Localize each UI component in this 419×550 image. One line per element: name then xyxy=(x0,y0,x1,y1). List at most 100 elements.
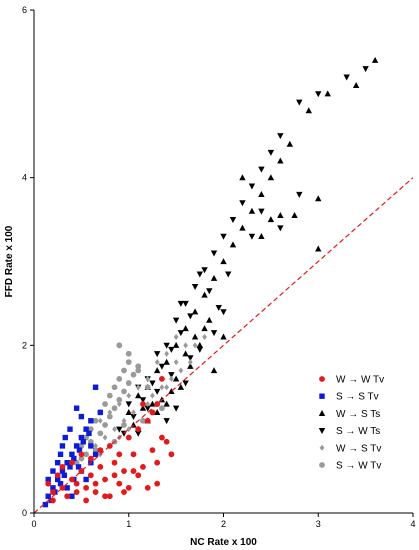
data-point xyxy=(125,359,132,365)
data-point xyxy=(54,476,61,483)
data-point xyxy=(42,501,49,508)
data-point xyxy=(59,443,66,449)
data-point xyxy=(168,451,175,458)
data-point xyxy=(163,358,170,365)
data-point xyxy=(149,409,156,416)
data-point xyxy=(149,400,156,407)
data-point xyxy=(130,413,137,420)
data-point xyxy=(201,325,208,332)
data-point xyxy=(93,442,98,449)
data-point xyxy=(173,359,179,366)
y-tick-label: 0 xyxy=(22,508,27,518)
data-point xyxy=(150,392,155,399)
data-point xyxy=(78,443,85,449)
data-point xyxy=(177,300,185,307)
series-4 xyxy=(88,333,207,458)
data-point xyxy=(182,300,189,307)
data-point xyxy=(106,413,113,420)
plot-area xyxy=(33,56,414,514)
data-point xyxy=(62,434,68,441)
data-point xyxy=(71,455,77,462)
data-point xyxy=(54,472,61,479)
data-point xyxy=(164,384,170,391)
data-point xyxy=(87,455,94,462)
data-point xyxy=(258,191,265,198)
data-point xyxy=(121,422,127,428)
legend-marker xyxy=(319,376,325,382)
data-point xyxy=(210,330,218,337)
legend-label: W → S Tv xyxy=(336,443,381,454)
data-point xyxy=(73,480,80,487)
data-point xyxy=(140,417,146,424)
data-point xyxy=(69,493,75,499)
data-point xyxy=(135,430,142,437)
data-point xyxy=(83,434,90,441)
data-point xyxy=(187,362,194,369)
data-point xyxy=(78,451,85,458)
data-point xyxy=(76,447,83,453)
data-point xyxy=(125,409,132,415)
data-point xyxy=(177,330,185,337)
axes: 0 1 2 3 4 0 2 4 6 NC Rate x 100 FFD Rate x 100 xyxy=(4,5,416,548)
data-point xyxy=(73,489,80,495)
data-point xyxy=(206,288,213,295)
data-point xyxy=(168,372,175,379)
legend-item: S → W Tv xyxy=(319,461,381,472)
data-point xyxy=(83,426,89,432)
legend-marker xyxy=(319,444,325,451)
data-point xyxy=(83,484,90,491)
data-point xyxy=(135,392,142,399)
data-point xyxy=(125,434,132,441)
x-tick-label: 1 xyxy=(126,519,131,529)
data-point xyxy=(225,271,232,278)
data-point xyxy=(126,392,132,399)
data-point xyxy=(192,342,198,349)
legend-item: S → S Tv xyxy=(319,392,379,403)
data-point xyxy=(178,367,184,374)
data-point xyxy=(172,375,180,382)
data-point xyxy=(125,484,132,491)
x-axis-title: NC Rate x 100 xyxy=(190,537,257,548)
x-tick-label: 3 xyxy=(316,519,321,529)
data-point xyxy=(202,333,207,340)
y-tick-label: 6 xyxy=(22,5,27,15)
data-point xyxy=(305,107,312,114)
data-point xyxy=(116,396,123,403)
data-point xyxy=(69,451,75,458)
data-point xyxy=(111,405,118,412)
data-point xyxy=(69,459,75,466)
data-point xyxy=(286,140,294,147)
data-point xyxy=(92,447,99,454)
data-point xyxy=(144,384,151,391)
data-point xyxy=(163,438,170,445)
data-point xyxy=(116,426,123,433)
data-point xyxy=(187,313,194,320)
data-point xyxy=(102,476,108,483)
data-point xyxy=(267,149,275,156)
data-point xyxy=(201,291,208,298)
data-point xyxy=(315,91,322,98)
legend-label: W → S Ts xyxy=(336,409,380,420)
data-point xyxy=(57,451,64,458)
data-point xyxy=(159,384,165,391)
data-point xyxy=(111,472,118,479)
data-point xyxy=(64,460,70,466)
data-point xyxy=(130,371,137,378)
legend-marker xyxy=(319,393,325,399)
data-point xyxy=(116,342,123,349)
data-point xyxy=(57,480,64,487)
data-point xyxy=(87,426,94,433)
data-point xyxy=(229,241,237,248)
data-point xyxy=(111,459,118,466)
legend-item: W → S Tv xyxy=(319,443,381,454)
data-point xyxy=(168,388,175,395)
y-tick-label: 2 xyxy=(22,340,27,350)
data-point xyxy=(277,133,284,140)
data-point xyxy=(220,258,227,265)
data-point xyxy=(159,434,165,441)
identity-reference-line xyxy=(33,177,414,514)
legend-label: S → S Tv xyxy=(336,392,379,403)
data-point xyxy=(206,316,213,323)
data-point xyxy=(140,401,146,407)
data-point xyxy=(153,351,161,358)
